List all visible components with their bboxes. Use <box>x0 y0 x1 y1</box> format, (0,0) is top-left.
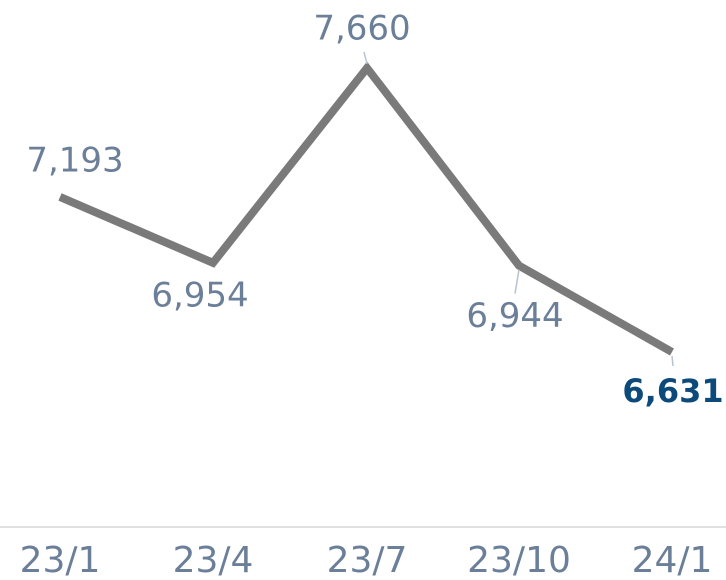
data-label: 6,944 <box>466 296 563 336</box>
x-tick-label: 24/1 <box>632 540 713 580</box>
data-label: 6,954 <box>151 275 248 315</box>
data-label: 6,631 <box>622 372 723 410</box>
data-label: 7,193 <box>26 140 123 180</box>
leader-line <box>514 269 520 294</box>
x-tick-label: 23/1 <box>20 540 101 580</box>
line <box>58 61 674 356</box>
data-label: 7,660 <box>313 9 410 49</box>
x-tick-label: 23/7 <box>327 540 408 580</box>
leader-line <box>671 355 674 367</box>
x-tick-label: 23/10 <box>467 540 571 580</box>
x-tick-label: 23/4 <box>173 540 254 580</box>
leader-line <box>363 51 368 65</box>
